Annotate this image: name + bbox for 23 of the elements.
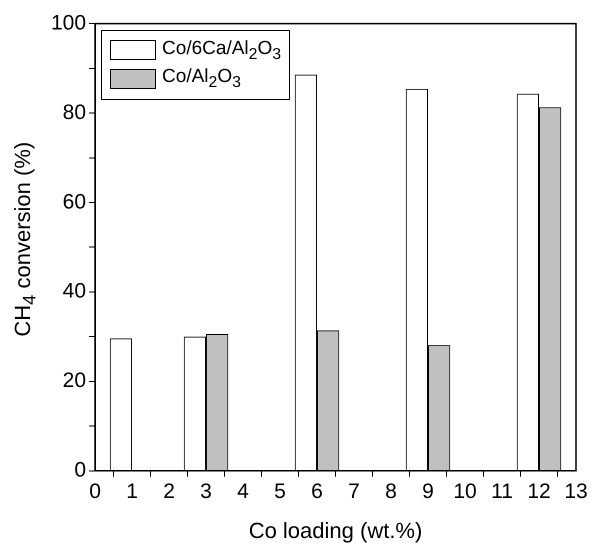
- x-tick-label: 2: [163, 480, 175, 504]
- x-tick-label: 8: [385, 480, 397, 504]
- x-tick-label: 7: [348, 480, 360, 504]
- x-tick-label: 0: [89, 480, 101, 504]
- y-tick-label: 0: [74, 458, 86, 482]
- x-tick-label: 4: [237, 480, 250, 504]
- x-axis-title: Co loading (wt.%): [248, 518, 424, 544]
- x-tick-label: 1: [126, 480, 138, 504]
- y-tick-label: 100: [50, 11, 86, 34]
- x-tick-label: 12: [527, 480, 551, 504]
- x-tick-label: 9: [422, 480, 434, 504]
- legend-label: Co/Al$_{2}$O$_{3}$: [162, 66, 241, 92]
- x-tick-label: 10: [453, 480, 477, 504]
- y-tick-label: 80: [62, 100, 86, 124]
- x-tick-label: 13: [564, 480, 588, 504]
- x-tick-label: 11: [491, 480, 513, 504]
- x-tick-label: 5: [274, 480, 286, 504]
- y-tick-label: 40: [62, 280, 86, 303]
- x-tick-label: 6: [311, 480, 323, 504]
- x-tick-label: 3: [200, 480, 212, 504]
- y-tick-label: 20: [62, 369, 86, 392]
- y-tick-label: 60: [62, 190, 86, 214]
- series-label: Co/6Ca/Al$_{2}$O$_{3}$: [162, 38, 282, 64]
